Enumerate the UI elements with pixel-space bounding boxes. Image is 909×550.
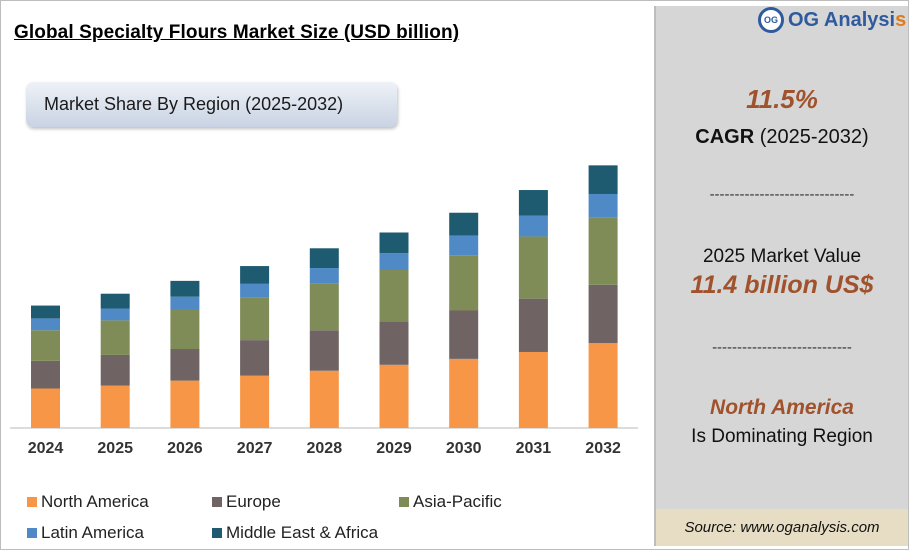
dominating-region: North America [710, 396, 854, 419]
bar-segment-asia-pacific-2031 [518, 236, 548, 299]
legend-label-asia-pacific: Asia-Pacific [413, 492, 502, 511]
legend-item-middle-east-africa: Middle East & Africa [212, 523, 378, 543]
source-label: Source: www.oganalysis.com [656, 509, 908, 546]
legend-label-latin-america: Latin America [41, 523, 144, 542]
legend-item-latin-america: Latin America [27, 523, 144, 543]
market-value: 11.4 billion US$ [690, 271, 874, 299]
legend-swatch-europe [212, 497, 222, 507]
bar-segment-north-america-2032 [588, 343, 618, 428]
bar-segment-asia-pacific-2025 [100, 320, 130, 355]
legend-label-middle-east-africa: Middle East & Africa [226, 523, 379, 542]
chart-subtitle: Market Share By Region (2025-2032) [26, 82, 397, 127]
chart-legend: North America Europe Asia-Pacific Latin … [27, 488, 627, 548]
cagr-period: (2025-2032) [754, 126, 869, 148]
bar-segment-europe-2031 [518, 298, 548, 352]
bar-segment-latin-america-2025 [100, 308, 130, 321]
og-logo-icon: OG [758, 7, 784, 33]
bar-segment-latin-america-2027 [240, 283, 270, 298]
chart-title: Global Specialty Flours Market Size (USD… [14, 22, 460, 43]
bar-segment-europe-2025 [100, 354, 130, 386]
bar-segment-latin-america-2029 [379, 253, 409, 271]
bar-segment-europe-2026 [170, 349, 200, 381]
cagr-label: CAGR (2025-2032) [656, 126, 908, 149]
bar-segment-europe-2030 [449, 310, 479, 359]
bar-segment-latin-america-2028 [309, 268, 339, 284]
cagr-label-bold: CAGR [695, 126, 755, 148]
brand-name: OG Analysis [788, 9, 906, 32]
bar-segment-asia-pacific-2026 [170, 309, 200, 350]
bar-segment-asia-pacific-2028 [309, 283, 339, 331]
bar-segment-middle-east-africa-2028 [309, 248, 339, 269]
bar-segment-north-america-2025 [100, 385, 130, 428]
bar-segment-asia-pacific-2024 [31, 330, 60, 361]
cagr-value: 11.5% [746, 84, 818, 114]
bar-segment-middle-east-africa-2029 [379, 232, 409, 254]
bar-segment-asia-pacific-2030 [449, 255, 479, 311]
bar-segment-europe-2027 [240, 340, 270, 376]
bar-segment-middle-east-africa-2024 [31, 305, 60, 319]
stacked-bar-chart: 2024 2025 2026 2027 2028 2029 2030 2031 2032 [10, 165, 638, 457]
bar-segment-middle-east-africa-2030 [449, 212, 479, 236]
bar-segment-middle-east-africa-2031 [518, 190, 548, 216]
bar-segment-middle-east-africa-2026 [170, 280, 200, 297]
bar-segment-north-america-2027 [240, 375, 270, 428]
bar-segment-north-america-2028 [309, 370, 339, 428]
divider-1: ----------------------------- [709, 186, 855, 203]
legend-swatch-middle-east-africa [212, 528, 222, 538]
bar-segment-europe-2028 [309, 330, 339, 371]
brand-name-accent: s [895, 8, 907, 31]
legend-swatch-asia-pacific [399, 497, 409, 507]
legend-swatch-north-america [27, 497, 37, 507]
x-tick-label-2029: 2029 [376, 440, 412, 457]
legend-item-asia-pacific: Asia-Pacific [399, 492, 502, 512]
legend-label-europe: Europe [226, 492, 281, 511]
bar-segment-latin-america-2030 [449, 235, 479, 256]
x-tick-label-2025: 2025 [97, 440, 133, 457]
bar-segment-north-america-2031 [518, 351, 548, 428]
bar-segment-latin-america-2032 [588, 193, 618, 218]
bar-segment-middle-east-africa-2025 [100, 293, 130, 309]
bar-segment-europe-2024 [31, 360, 60, 389]
legend-item-europe: Europe [212, 492, 281, 512]
dominating-label: Is Dominating Region [691, 426, 873, 447]
bar-segment-north-america-2030 [449, 358, 479, 428]
og-analysis-logo: OG OG Analysis [758, 7, 906, 33]
divider-2: ---------------------------- [712, 339, 852, 356]
x-tick-label-2024: 2024 [28, 440, 64, 457]
x-tick-label-2031: 2031 [516, 440, 552, 457]
bar-segment-asia-pacific-2029 [379, 270, 409, 322]
summary-panel: OG OG Analysis 11.5% CAGR (2025-2032) --… [654, 6, 908, 546]
x-tick-label-2026: 2026 [167, 440, 203, 457]
x-tick-label-2027: 2027 [237, 440, 273, 457]
legend-item-north-america: North America [27, 492, 149, 512]
bar-segment-middle-east-africa-2032 [588, 165, 618, 194]
x-tick-label-2028: 2028 [307, 440, 343, 457]
bar-segment-middle-east-africa-2027 [240, 266, 270, 284]
bar-segment-latin-america-2031 [518, 215, 548, 237]
bar-segment-north-america-2026 [170, 380, 200, 428]
bar-segment-asia-pacific-2032 [588, 217, 618, 285]
x-tick-label-2030: 2030 [446, 440, 482, 457]
bar-segment-north-america-2024 [31, 388, 60, 428]
brand-name-main: OG Analysi [788, 8, 896, 31]
bar-segment-north-america-2029 [379, 364, 409, 428]
bar-segment-latin-america-2024 [31, 318, 60, 331]
legend-label-north-america: North America [41, 492, 149, 511]
bar-segment-europe-2029 [379, 321, 409, 365]
bar-segment-europe-2032 [588, 284, 618, 344]
legend-swatch-latin-america [27, 528, 37, 538]
bar-segment-asia-pacific-2027 [240, 297, 270, 341]
x-tick-label-2032: 2032 [585, 440, 621, 457]
market-value-label: 2025 Market Value [702, 246, 862, 267]
bar-segment-latin-america-2026 [170, 296, 200, 310]
